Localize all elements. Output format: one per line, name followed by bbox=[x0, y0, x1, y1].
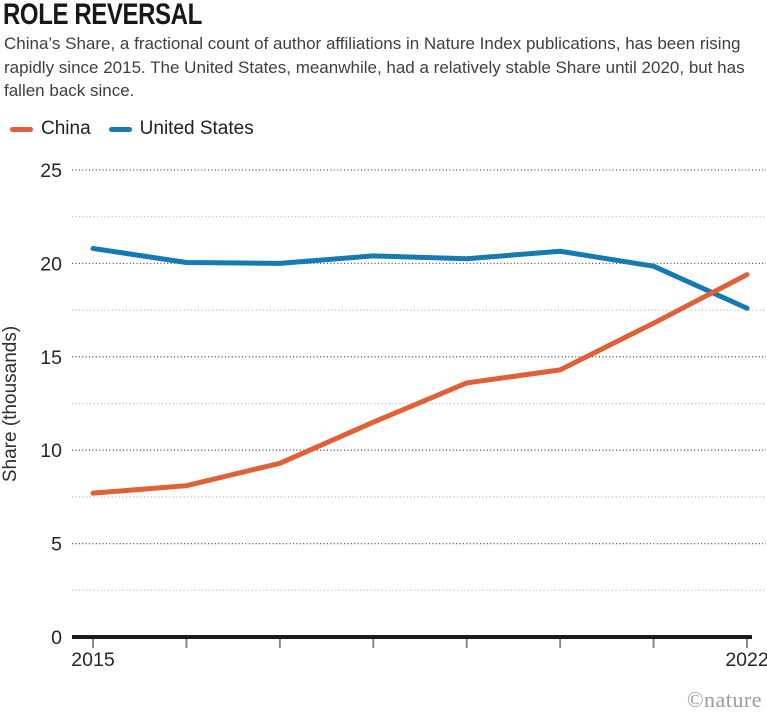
svg-text:5: 5 bbox=[51, 534, 62, 556]
svg-text:15: 15 bbox=[40, 347, 62, 369]
legend-item-china: China bbox=[10, 118, 91, 140]
chart-title-text: ROLE REVERSAL bbox=[3, 0, 202, 31]
svg-text:25: 25 bbox=[40, 160, 62, 182]
chart-subtitle: China’s Share, a fractional count of aut… bbox=[4, 34, 745, 100]
us-line-swatch-icon bbox=[108, 126, 132, 132]
svg-text:2022: 2022 bbox=[725, 649, 767, 671]
chart-legend: China United States bbox=[10, 118, 254, 140]
china-line-swatch-icon bbox=[10, 126, 33, 132]
legend-label-china: China bbox=[41, 118, 91, 139]
svg-text:20: 20 bbox=[40, 253, 62, 275]
nature-logo: ©nature bbox=[686, 687, 762, 712]
legend-label-united-states: United States bbox=[139, 118, 254, 139]
legend-item-united-states: United States bbox=[108, 118, 254, 140]
svg-text:10: 10 bbox=[40, 440, 62, 462]
svg-text:2015: 2015 bbox=[71, 649, 115, 671]
svg-text:Share (thousands): Share (thousands) bbox=[0, 326, 21, 482]
chart-title: ROLE REVERSAL bbox=[3, 0, 252, 30]
svg-text:0: 0 bbox=[51, 627, 62, 649]
